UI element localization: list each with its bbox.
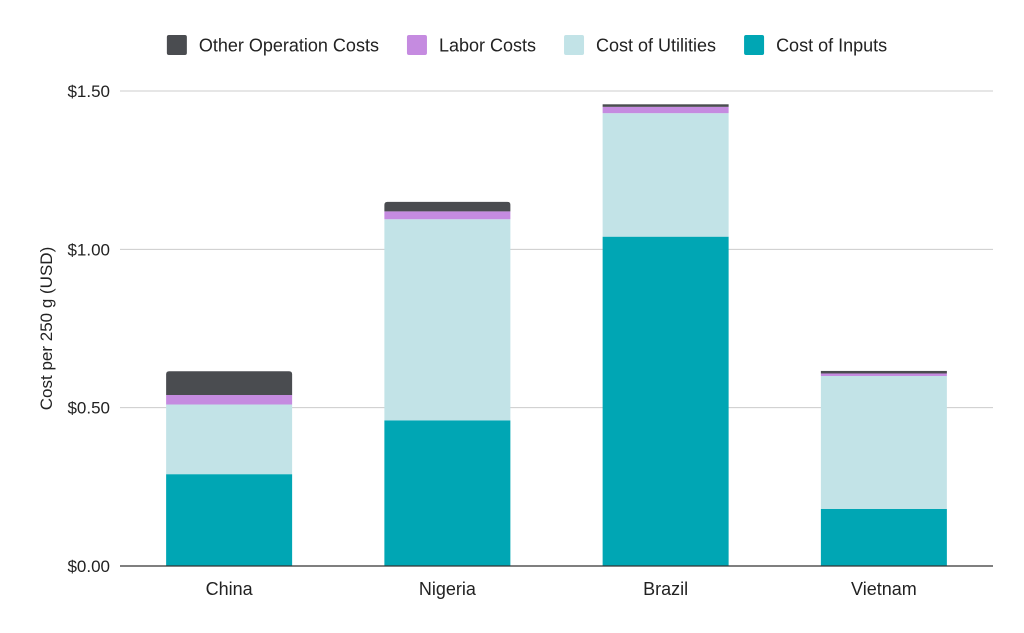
bar-segment-cost-of-utilities bbox=[602, 113, 729, 237]
x-tick-label: Brazil bbox=[643, 579, 688, 599]
legend-item-cost-of-inputs: Cost of Inputs bbox=[744, 35, 887, 56]
bar-segment-cost-of-inputs bbox=[384, 420, 511, 566]
legend-swatch bbox=[166, 35, 187, 55]
legend: Other Operation Costs Labor Costs Cost of … bbox=[166, 35, 887, 56]
legend-label: Cost of Inputs bbox=[776, 36, 887, 56]
legend-label: Other Operation Costs bbox=[199, 36, 379, 56]
y-axis-title: Cost per 250 g (USD) bbox=[37, 247, 56, 410]
legend-item-other-operation-costs: Other Operation Costs bbox=[166, 35, 379, 56]
bar-segment-labor-costs bbox=[166, 395, 293, 405]
legend-swatch bbox=[744, 35, 765, 55]
bar-segment-other-operation-costs bbox=[602, 104, 729, 107]
y-tick-label: $0.00 bbox=[67, 557, 110, 576]
bar-segment-other-operation-costs bbox=[820, 370, 947, 374]
gridlines bbox=[120, 90, 993, 409]
bar-segment-labor-costs bbox=[820, 373, 947, 376]
x-tick-label: China bbox=[206, 579, 254, 599]
legend-swatch bbox=[564, 35, 585, 55]
bar-segment-cost-of-utilities bbox=[166, 404, 293, 475]
bar-segment-cost-of-inputs bbox=[602, 236, 729, 566]
bar-segment-cost-of-utilities bbox=[384, 219, 511, 421]
y-tick-label: $1.50 bbox=[67, 82, 110, 101]
bar-segment-cost-of-inputs bbox=[820, 509, 947, 566]
x-tick-label: Nigeria bbox=[419, 579, 477, 599]
y-tick-label: $1.00 bbox=[67, 240, 110, 259]
x-tick-label: Vietnam bbox=[851, 579, 917, 599]
legend-label: Cost of Utilities bbox=[596, 36, 716, 56]
legend-label: Labor Costs bbox=[439, 36, 536, 56]
bars bbox=[166, 104, 947, 566]
bar-segment-labor-costs bbox=[384, 211, 511, 220]
bar-segment-other-operation-costs bbox=[384, 201, 511, 212]
bar-segment-other-operation-costs bbox=[166, 371, 293, 395]
bar-segment-cost-of-inputs bbox=[166, 474, 293, 566]
legend-item-labor-costs: Labor Costs bbox=[406, 35, 536, 56]
legend-swatch bbox=[406, 35, 427, 55]
y-tick-label: $0.50 bbox=[67, 399, 110, 418]
bar-segment-labor-costs bbox=[602, 106, 729, 114]
bar-segment-cost-of-utilities bbox=[820, 376, 947, 509]
x-axis-labels: China Nigeria Brazil Vietnam bbox=[206, 579, 917, 599]
legend-item-cost-of-utilities: Cost of Utilities bbox=[564, 35, 716, 56]
y-axis-ticks: $0.00 $0.50 $1.00 $1.50 bbox=[67, 82, 110, 576]
